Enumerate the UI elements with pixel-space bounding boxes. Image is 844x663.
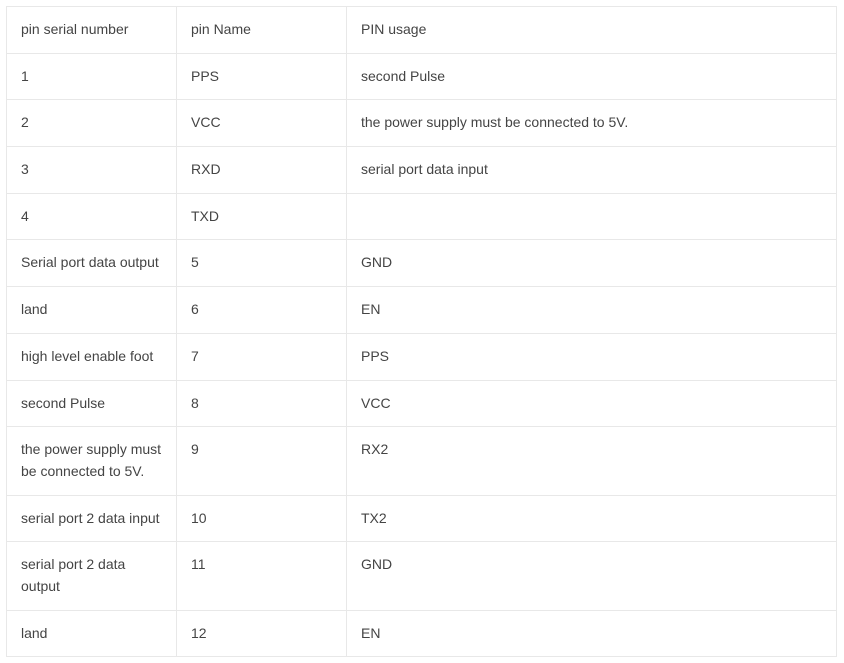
table-row: second Pulse 8 VCC [7,380,837,427]
table-header-row: pin serial number pin Name PIN usage [7,7,837,54]
cell: Serial port data output [7,240,177,287]
pin-table: pin serial number pin Name PIN usage 1 P… [6,6,837,657]
table-row: 1 PPS second Pulse [7,53,837,100]
table-row: 3 RXD serial port data input [7,147,837,194]
cell: 10 [177,495,347,542]
cell: land [7,610,177,657]
cell: TX2 [347,495,837,542]
table-row: 4 TXD [7,193,837,240]
cell: 9 [177,427,347,495]
cell: 8 [177,380,347,427]
col-header-name: pin Name [177,7,347,54]
cell: 2 [7,100,177,147]
cell: serial port data input [347,147,837,194]
col-header-serial: pin serial number [7,7,177,54]
table-row: serial port 2 data output 11 GND [7,542,837,610]
table-row: high level enable foot 7 PPS [7,333,837,380]
cell: 3 [7,147,177,194]
table-row: Serial port data output 5 GND [7,240,837,287]
cell: VCC [177,100,347,147]
cell: serial port 2 data output [7,542,177,610]
table-body: 1 PPS second Pulse 2 VCC the power suppl… [7,53,837,657]
col-header-usage: PIN usage [347,7,837,54]
cell: high level enable foot [7,333,177,380]
cell: RXD [177,147,347,194]
cell: EN [347,610,837,657]
cell: 11 [177,542,347,610]
table-row: 2 VCC the power supply must be connected… [7,100,837,147]
cell: land [7,287,177,334]
cell: 12 [177,610,347,657]
cell: the power supply must be connected to 5V… [7,427,177,495]
cell: 1 [7,53,177,100]
cell: GND [347,240,837,287]
table-row: land 6 EN [7,287,837,334]
cell: RX2 [347,427,837,495]
table-row: the power supply must be connected to 5V… [7,427,837,495]
cell: serial port 2 data input [7,495,177,542]
cell: PPS [177,53,347,100]
cell: 4 [7,193,177,240]
cell [347,193,837,240]
cell: 5 [177,240,347,287]
table-row: serial port 2 data input 10 TX2 [7,495,837,542]
cell: 7 [177,333,347,380]
cell: second Pulse [7,380,177,427]
cell: EN [347,287,837,334]
table-row: land 12 EN [7,610,837,657]
cell: PPS [347,333,837,380]
cell: second Pulse [347,53,837,100]
cell: 6 [177,287,347,334]
cell: VCC [347,380,837,427]
cell: the power supply must be connected to 5V… [347,100,837,147]
cell: TXD [177,193,347,240]
cell: GND [347,542,837,610]
